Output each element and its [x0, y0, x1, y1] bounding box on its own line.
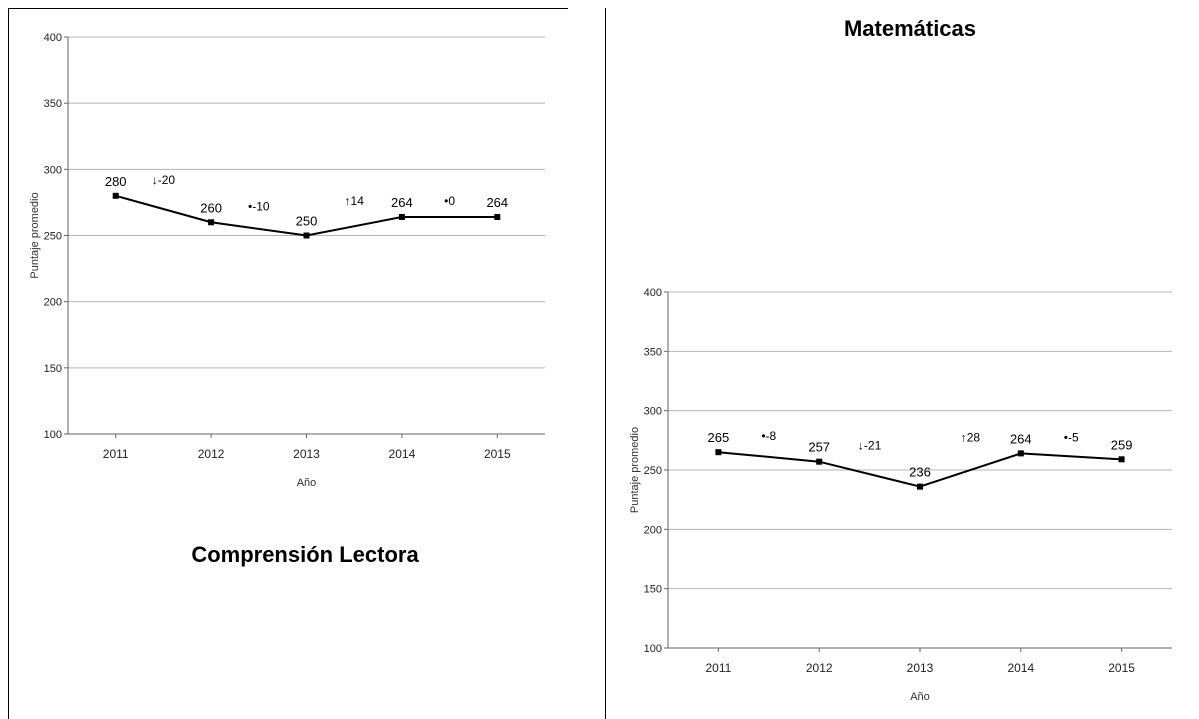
- frame-left-border: [8, 8, 9, 719]
- data-point: [303, 232, 310, 239]
- data-point: [1017, 450, 1024, 457]
- x-axis-title: Año: [297, 477, 317, 489]
- y-tick-label: 300: [644, 406, 662, 418]
- x-tick-label: 2014: [389, 447, 416, 461]
- y-tick-label: 350: [44, 98, 62, 110]
- x-tick-label: 2011: [705, 661, 731, 675]
- data-point: [398, 213, 405, 220]
- data-label: 264: [1010, 431, 1032, 446]
- change-label: •-5: [1064, 430, 1079, 444]
- data-label: 260: [200, 200, 222, 215]
- x-tick-label: 2012: [806, 661, 833, 675]
- data-label: 257: [808, 440, 830, 455]
- x-tick-label: 2014: [1007, 661, 1034, 675]
- change-label: ↑14: [345, 194, 365, 208]
- data-label: 236: [909, 465, 931, 480]
- data-point: [715, 449, 722, 456]
- y-axis-title: Puntaje promedio: [629, 427, 641, 513]
- x-axis-title: Año: [910, 691, 930, 703]
- data-label: 264: [486, 195, 508, 210]
- data-point: [494, 213, 501, 220]
- data-label: 265: [708, 430, 730, 445]
- change-label: ↓-20: [152, 173, 176, 187]
- y-tick-label: 100: [44, 429, 62, 441]
- data-point: [816, 458, 823, 465]
- change-label: ↑28: [961, 430, 981, 444]
- y-tick-label: 200: [644, 524, 662, 536]
- math-panel-title: Matemáticas: [843, 16, 977, 41]
- change-label: •0: [444, 194, 455, 208]
- data-label: 280: [105, 174, 127, 189]
- y-tick-label: 150: [44, 363, 62, 375]
- x-tick-label: 2012: [198, 447, 225, 461]
- frame-divider: [605, 8, 606, 719]
- data-label: 250: [296, 214, 318, 229]
- y-tick-label: 150: [644, 584, 662, 596]
- data-point: [208, 219, 215, 226]
- y-tick-label: 100: [644, 643, 662, 655]
- y-tick-label: 350: [644, 346, 662, 358]
- y-tick-label: 400: [644, 287, 662, 299]
- y-tick-label: 200: [44, 297, 62, 309]
- x-tick-label: 2011: [103, 447, 129, 461]
- x-tick-label: 2013: [293, 447, 320, 461]
- data-label: 264: [391, 195, 413, 210]
- reading-panel-title: Comprensión Lectora: [191, 542, 419, 567]
- change-label: ↓-21: [858, 439, 882, 453]
- x-tick-label: 2013: [907, 661, 934, 675]
- frame-top-border: [8, 8, 568, 9]
- change-label: •-8: [761, 429, 776, 443]
- x-tick-label: 2015: [484, 447, 511, 461]
- data-label: 259: [1111, 437, 1133, 452]
- change-label: •-10: [248, 199, 270, 213]
- y-tick-label: 250: [44, 231, 62, 243]
- data-point: [112, 192, 119, 199]
- y-axis-title: Puntaje promedio: [29, 192, 41, 278]
- y-tick-label: 400: [44, 32, 62, 44]
- data-point: [917, 483, 923, 490]
- reading-chart: 100 150 200 250 300 350 400 2011 2012 2013 2014 201…: [29, 32, 545, 489]
- data-point: [1118, 456, 1125, 463]
- x-tick-label: 2015: [1108, 661, 1135, 675]
- y-tick-label: 250: [644, 465, 662, 477]
- y-tick-label: 300: [44, 164, 62, 176]
